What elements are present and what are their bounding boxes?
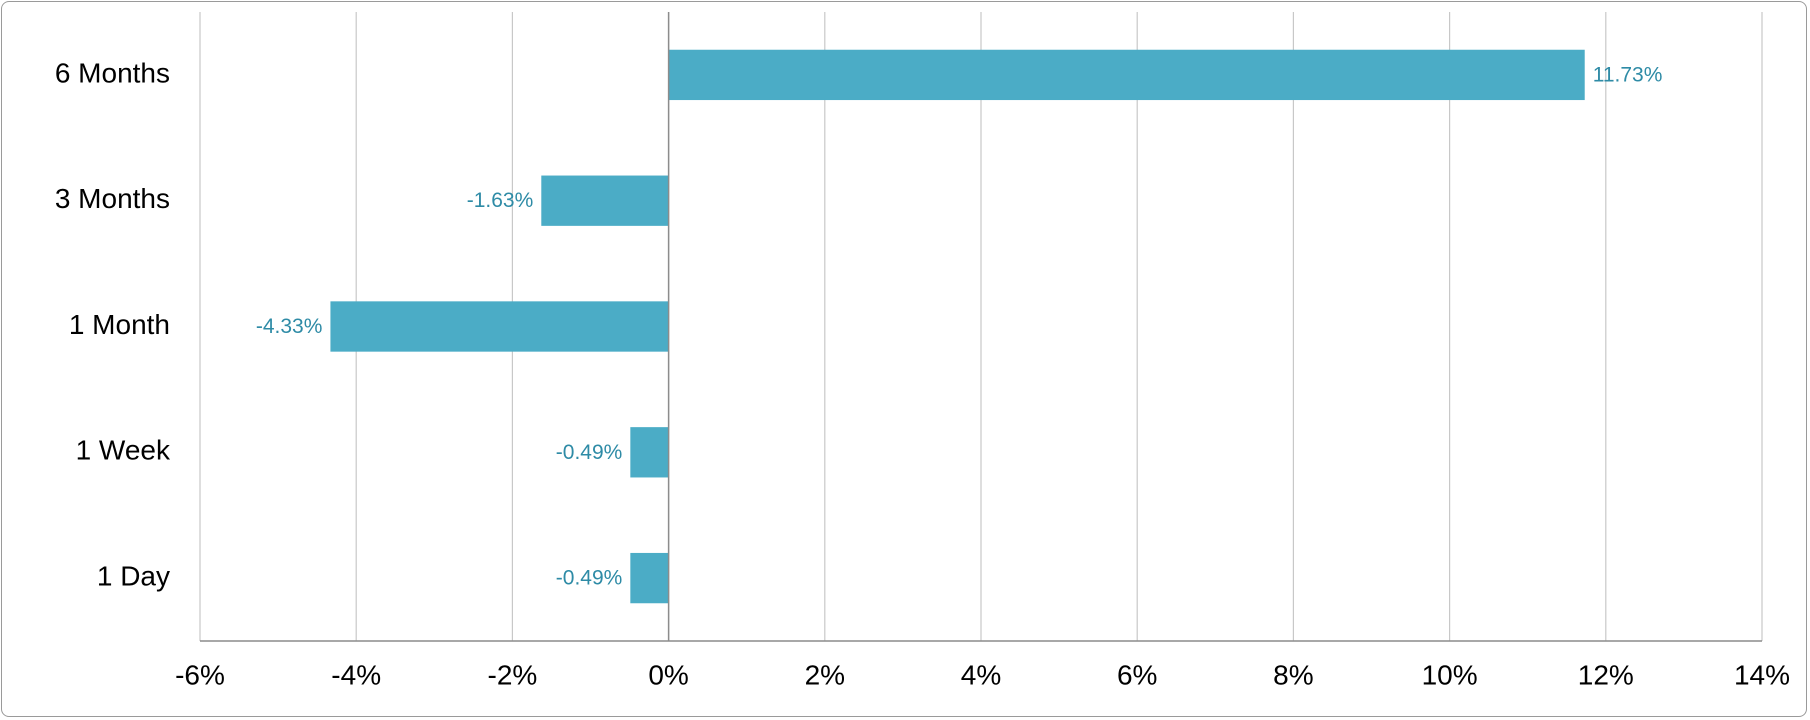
x-tick-label: 4% (961, 659, 1001, 690)
x-tick-label: 8% (1273, 659, 1313, 690)
value-label: -0.49% (556, 441, 623, 464)
x-tick-label: -6% (175, 659, 225, 690)
y-tick-label: 1 Day (97, 560, 170, 591)
value-label: -0.49% (556, 567, 623, 590)
x-tick-label: 14% (1734, 659, 1790, 690)
value-label: 11.73% (1593, 63, 1663, 86)
y-tick-label: 3 Months (55, 183, 170, 214)
value-label: -4.33% (256, 315, 323, 338)
x-tick-label: 6% (1117, 659, 1157, 690)
x-tick-label: 2% (805, 659, 845, 690)
value-label: -1.63% (467, 189, 534, 212)
bar (668, 49, 1585, 101)
y-tick-label: 1 Month (69, 309, 170, 340)
y-tick-label: 6 Months (55, 57, 170, 88)
y-tick-label: 1 Week (76, 435, 171, 466)
bar (630, 427, 669, 478)
bar (330, 301, 669, 352)
bar (541, 175, 669, 226)
bar (630, 552, 669, 604)
x-tick-label: 10% (1422, 659, 1478, 690)
x-tick-label: 0% (648, 659, 688, 690)
x-tick-label: 12% (1578, 659, 1634, 690)
x-tick-label: -4% (331, 659, 381, 690)
x-tick-label: -2% (488, 659, 538, 690)
